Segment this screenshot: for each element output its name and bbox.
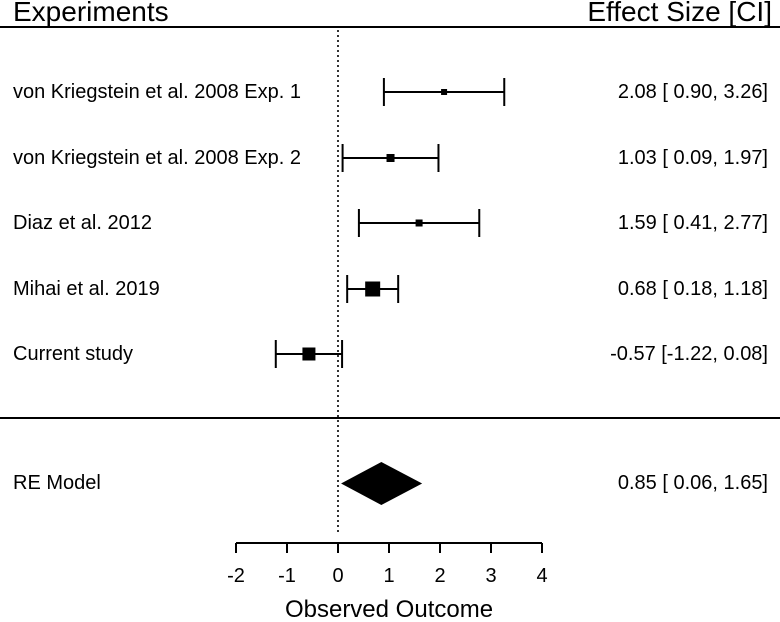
effect-square: [441, 89, 448, 95]
study-label: Mihai et al. 2019: [13, 278, 160, 300]
x-tick-label: -2: [227, 565, 245, 587]
study-label: von Kriegstein et al. 2008 Exp. 1: [13, 81, 301, 103]
effect-square: [302, 347, 316, 361]
effect-square: [386, 154, 395, 162]
x-tick-label: 0: [332, 565, 343, 587]
study-label: Current study: [13, 343, 134, 365]
study-value: 2.08 [ 0.90, 3.26]: [617, 81, 768, 103]
summary-label: RE Model: [13, 472, 101, 494]
study-value: 1.59 [ 0.41, 2.77]: [617, 212, 768, 234]
effect-square: [415, 219, 423, 227]
x-tick-label: 2: [434, 565, 445, 587]
study-label: Diaz et al. 2012: [13, 212, 152, 234]
summary-separator-rule: [0, 417, 780, 419]
study-value: 0.68 [ 0.18, 1.18]: [617, 278, 768, 300]
x-tick-label: 4: [536, 565, 547, 587]
x-tick-label: 3: [485, 565, 496, 587]
header-rule: [0, 26, 780, 28]
study-value: 1.03 [ 0.09, 1.97]: [617, 147, 768, 169]
study-value: -0.57 [-1.22, 0.08]: [610, 343, 768, 365]
x-axis-title: Observed Outcome: [285, 596, 493, 622]
x-tick-label: -1: [278, 565, 296, 587]
x-tick-label: 1: [383, 565, 394, 587]
summary-value: 0.85 [ 0.06, 1.65]: [617, 472, 768, 494]
column-header-effect-size: Effect Size [CI]: [587, 0, 772, 27]
summary-diamond: [341, 462, 423, 505]
column-header-experiments: Experiments: [13, 0, 169, 27]
study-label: von Kriegstein et al. 2008 Exp. 2: [13, 147, 301, 169]
effect-square: [365, 281, 381, 297]
